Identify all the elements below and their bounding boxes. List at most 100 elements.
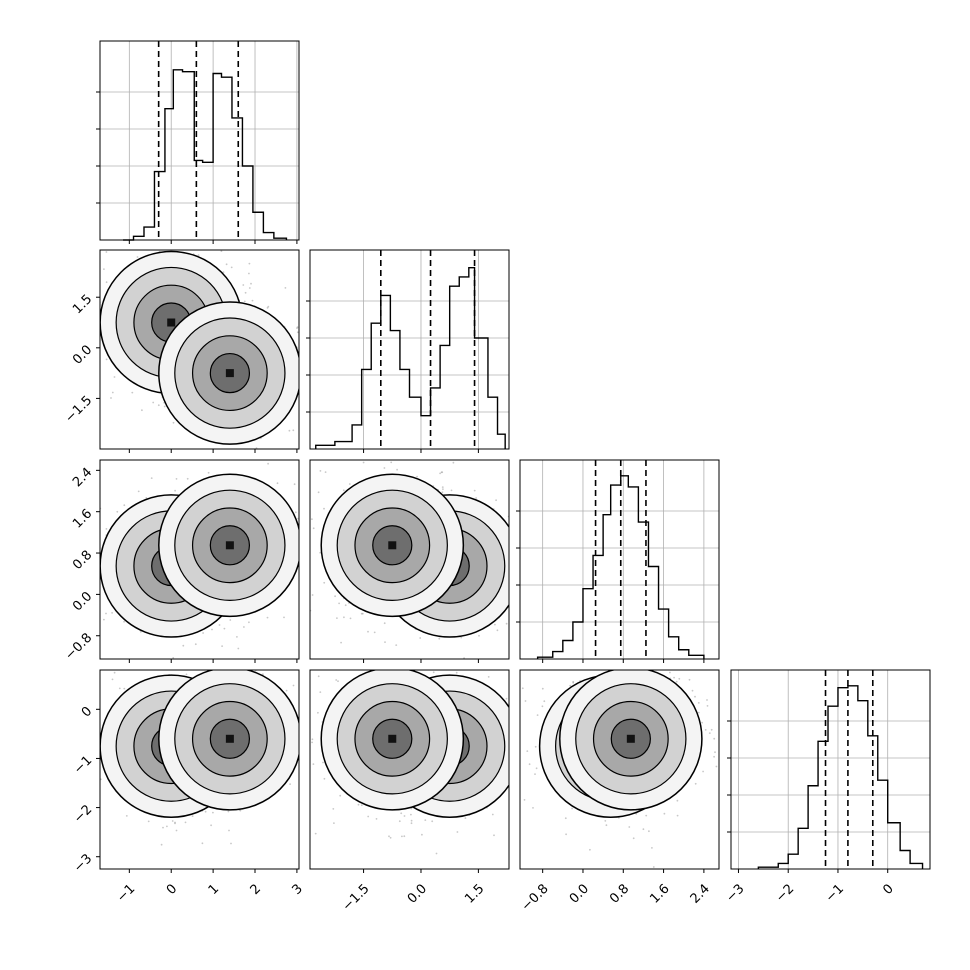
sample-point <box>300 413 302 415</box>
sample-point <box>243 300 246 303</box>
sample-point <box>304 671 306 673</box>
sample-point <box>412 665 414 667</box>
x-tick-label: −0.8 <box>519 881 552 914</box>
histogram-1 <box>315 267 506 449</box>
sample-point <box>401 835 403 838</box>
panel-1-0: −1.5 0.0 1.5 <box>21 207 306 453</box>
sample-point <box>478 634 480 637</box>
sample-point <box>152 401 155 404</box>
sample-point <box>304 546 306 548</box>
sample-point <box>510 545 512 547</box>
sample-point <box>314 533 316 535</box>
sample-point <box>663 812 666 815</box>
sample-point <box>322 761 324 764</box>
sample-point <box>103 618 105 621</box>
panel-frame <box>309 669 510 870</box>
sample-point <box>262 673 264 676</box>
sample-point <box>239 809 242 812</box>
sample-point <box>93 806 95 808</box>
sample-point <box>97 566 99 568</box>
sample-point <box>571 807 573 810</box>
sample-point <box>522 742 524 744</box>
sample-point <box>230 266 233 269</box>
sample-point <box>441 666 443 668</box>
sample-point <box>389 445 391 447</box>
sample-point <box>250 282 252 285</box>
sample-point <box>105 528 108 530</box>
sample-point <box>125 815 128 817</box>
sample-point <box>493 834 495 837</box>
sample-point <box>373 631 376 634</box>
sample-point <box>510 547 512 549</box>
sample-point <box>204 654 206 656</box>
sample-point <box>524 676 526 678</box>
sample-point <box>356 663 358 665</box>
sample-point <box>248 272 250 275</box>
sample-point <box>301 725 303 727</box>
sample-point <box>541 687 544 690</box>
sample-point <box>525 709 527 711</box>
sample-point <box>211 628 213 631</box>
x-tick-label: 0.0 <box>567 881 592 906</box>
sample-point <box>602 665 604 667</box>
sample-point <box>532 807 534 809</box>
sample-point <box>526 750 529 752</box>
sample-point <box>530 762 532 764</box>
sample-point <box>441 486 444 488</box>
sample-point <box>338 602 340 605</box>
sample-point <box>515 506 517 508</box>
y-tick-label: 0.0 <box>70 589 95 614</box>
sample-point <box>21 302 23 304</box>
sample-point <box>323 507 325 510</box>
sample-point <box>669 671 671 674</box>
sample-point <box>113 671 116 674</box>
sample-point <box>439 472 441 475</box>
sample-point <box>424 819 427 821</box>
sample-point <box>308 765 310 767</box>
y-tick-label: 2.4 <box>70 465 95 490</box>
sample-point <box>306 519 308 521</box>
sample-point <box>713 755 715 758</box>
sample-point <box>495 499 497 502</box>
sample-point <box>319 691 322 693</box>
sample-point <box>225 263 228 266</box>
x-tick-label: 1.5 <box>462 881 487 906</box>
sample-point <box>311 741 313 744</box>
panel-frame <box>309 249 510 450</box>
y-tick-label: 0 <box>79 704 95 720</box>
sample-point <box>171 820 174 822</box>
sample-point <box>187 647 189 649</box>
sample-point <box>311 518 313 520</box>
sample-point <box>509 739 511 741</box>
sample-point <box>651 847 653 849</box>
sample-point <box>184 821 187 824</box>
sample-point <box>251 299 254 302</box>
sample-point <box>174 489 177 492</box>
sample-point <box>186 477 189 480</box>
sample-point <box>416 475 418 478</box>
sample-point <box>312 527 315 530</box>
sample-point <box>306 713 308 715</box>
sample-point <box>98 712 100 714</box>
sample-point <box>604 820 607 822</box>
sample-point <box>229 665 231 667</box>
sample-point <box>375 818 378 820</box>
sample-point <box>369 654 371 656</box>
sample-point <box>217 634 219 636</box>
sample-point <box>317 711 319 714</box>
sample-point <box>147 207 149 209</box>
sample-point <box>185 666 187 668</box>
histogram-0 <box>123 69 288 241</box>
sample-point <box>311 738 314 741</box>
panel-frame <box>519 459 720 660</box>
sample-point <box>105 251 108 253</box>
y-tick-label: −0.8 <box>62 630 95 663</box>
sample-point <box>228 829 230 832</box>
sample-point <box>304 394 306 396</box>
sample-point <box>244 291 247 294</box>
sample-point <box>289 783 291 785</box>
sample-point <box>166 825 168 828</box>
sample-point <box>673 676 675 679</box>
sample-point <box>410 822 413 825</box>
sample-point <box>564 817 567 820</box>
